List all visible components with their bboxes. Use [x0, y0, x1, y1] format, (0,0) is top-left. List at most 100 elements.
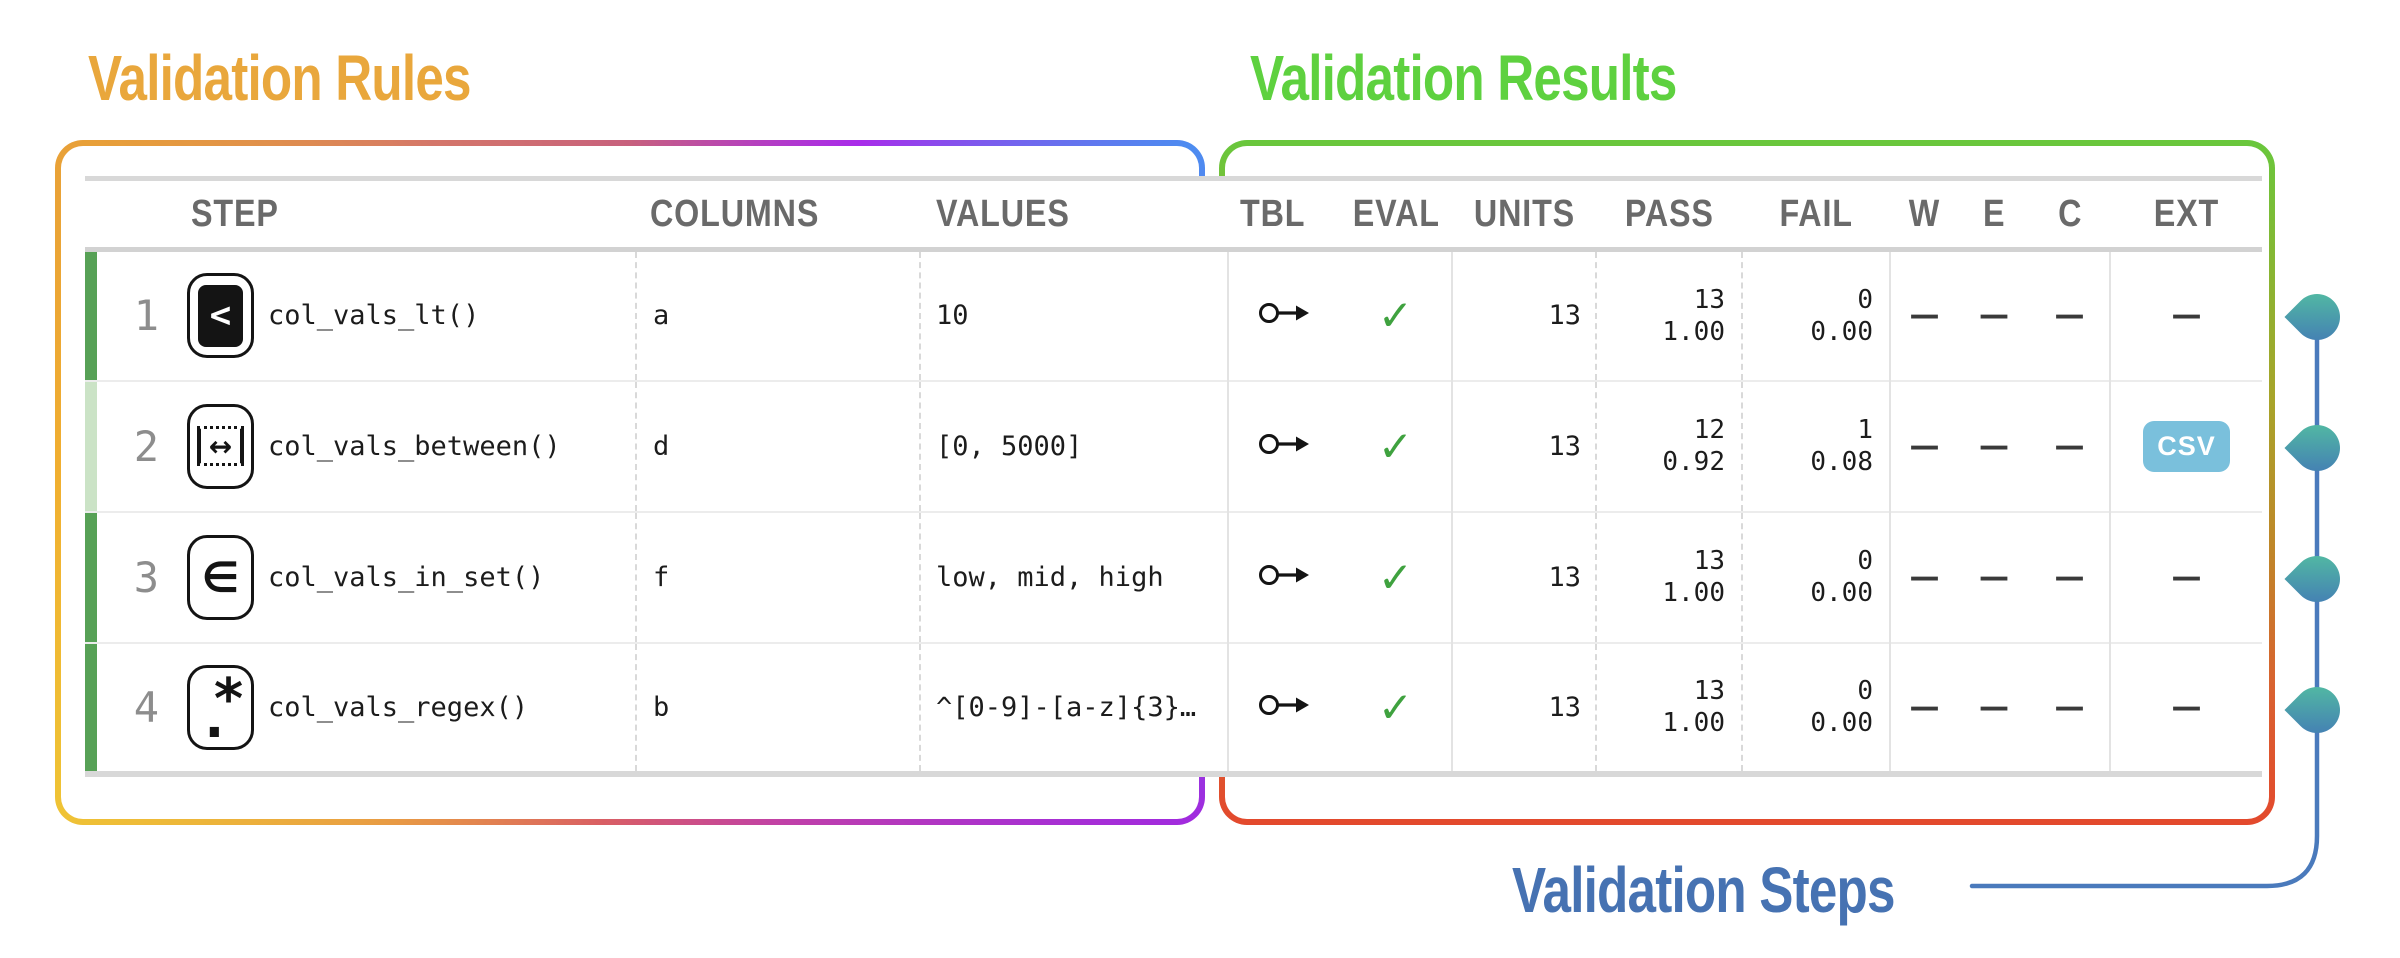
csv-download-badge[interactable]: CSV: [2143, 420, 2230, 472]
fail-fraction: 0.00: [1810, 578, 1873, 608]
step-cell: 4 * . col_vals_regex(): [85, 641, 636, 774]
pass-fraction-bar: [85, 643, 97, 771]
col-header-e: E: [1958, 178, 2030, 252]
tbl-cell: [1227, 249, 1340, 381]
col-header-columns: COLUMNS: [636, 178, 920, 252]
between-icon: ↔: [187, 403, 254, 489]
fail-fraction: 0.08: [1810, 447, 1873, 477]
step-cell: 3 ∈ col_vals_in_set(): [85, 510, 636, 643]
dash-glyph: —: [1909, 428, 1940, 464]
extract-cell: —: [2109, 510, 2262, 643]
eval-cell: ✓: [1340, 510, 1452, 643]
units-cell: 13: [1451, 379, 1596, 512]
fail-fraction: 0.00: [1810, 316, 1873, 347]
warn-cell: —: [1889, 379, 1958, 512]
check-icon: ✓: [1377, 421, 1414, 471]
header-row: STEP COLUMNS VALUES TBL EVAL UNITS PASS …: [85, 178, 2262, 252]
columns-cell: d: [635, 379, 920, 512]
step-number: 1: [133, 291, 159, 341]
values-cell: ^[0-9]-[a-z]{3}…: [919, 641, 1228, 774]
validation-table: STEP COLUMNS VALUES TBL EVAL UNITS PASS …: [85, 176, 2262, 777]
pass-cell: 13 1.00: [1595, 641, 1742, 774]
check-icon: ✓: [1377, 291, 1414, 341]
values-cell: [0, 5000]: [919, 379, 1228, 512]
step-marker: [2284, 677, 2350, 743]
error-cell: —: [1958, 641, 2030, 774]
tbl-cell: [1227, 510, 1340, 643]
dash-glyph: —: [2054, 428, 2085, 464]
units-cell: 13: [1451, 641, 1596, 774]
values-cell: low, mid, high: [919, 510, 1228, 643]
in-set-icon: ∈: [187, 534, 254, 620]
regex-icon: * .: [187, 664, 254, 751]
steps-heading: Validation Steps: [1512, 854, 1895, 926]
step-marker: [2284, 415, 2350, 481]
values-cell: 10: [919, 249, 1228, 381]
results-heading: Validation Results: [1250, 42, 1677, 114]
col-header-tbl: TBL: [1228, 178, 1340, 252]
pass-fraction: 1.00: [1662, 316, 1725, 347]
fail-cell: 0 0.00: [1741, 641, 1890, 774]
col-header-step: STEP: [85, 178, 636, 252]
pass-fraction-bar: [85, 252, 97, 380]
critical-cell: —: [2030, 510, 2110, 643]
fail-count: 0: [1857, 676, 1873, 706]
dash-glyph: —: [1979, 559, 2009, 595]
extract-cell: —: [2109, 641, 2262, 774]
pass-fraction-bar: [85, 512, 97, 642]
rules-heading: Validation Rules: [88, 42, 471, 114]
table-arrow-icon: [1258, 694, 1309, 715]
units-cell: 13: [1451, 510, 1596, 643]
pass-cell: 13 1.00: [1595, 510, 1742, 643]
col-header-ext: EXT: [2110, 178, 2262, 252]
pass-fraction: 1.00: [1662, 708, 1725, 738]
dash-glyph: —: [2171, 298, 2202, 334]
less-than-icon: <: [187, 273, 254, 359]
dash-glyph: —: [1909, 298, 1940, 334]
col-header-eval: EVAL: [1340, 178, 1452, 252]
columns-cell: b: [635, 641, 920, 774]
error-cell: —: [1958, 379, 2030, 512]
pass-fraction-bar: [85, 381, 97, 511]
col-header-c: C: [2030, 178, 2110, 252]
table-arrow-icon: [1258, 564, 1309, 585]
error-cell: —: [1958, 510, 2030, 643]
pass-fraction: 0.92: [1662, 447, 1725, 477]
col-header-pass: PASS: [1596, 178, 1742, 252]
error-cell: —: [1958, 249, 2030, 381]
columns-cell: a: [635, 249, 920, 381]
pass-count: 13: [1693, 676, 1725, 706]
col-header-fail: FAIL: [1742, 178, 1890, 252]
fail-count: 0: [1857, 546, 1873, 576]
dash-glyph: —: [2054, 559, 2085, 595]
pass-fraction: 1.00: [1662, 578, 1725, 608]
step-function-name: col_vals_between(): [268, 430, 561, 462]
fail-fraction: 0.00: [1810, 708, 1873, 738]
pass-cell: 12 0.92: [1595, 379, 1742, 512]
step-marker: [2284, 546, 2350, 612]
col-header-values: VALUES: [920, 178, 1228, 252]
fail-count: 1: [1857, 415, 1873, 445]
step-cell: 1 < col_vals_lt(): [85, 249, 636, 381]
tbl-cell: [1227, 379, 1340, 512]
critical-cell: —: [2030, 249, 2110, 381]
table-row: 1 < col_vals_lt() a 10 ✓ 13 13 1.00 0: [85, 249, 2262, 381]
pass-cell: 13 1.00: [1595, 249, 1742, 381]
pass-count: 13: [1693, 546, 1725, 576]
dash-glyph: —: [1909, 689, 1940, 725]
step-number: 2: [133, 421, 159, 471]
fail-cell: 1 0.08: [1741, 379, 1890, 512]
fail-cell: 0 0.00: [1741, 249, 1890, 381]
pass-count: 13: [1693, 284, 1725, 315]
fail-cell: 0 0.00: [1741, 510, 1890, 643]
table-arrow-icon: [1258, 303, 1309, 324]
warn-cell: —: [1889, 249, 1958, 381]
warn-cell: —: [1889, 641, 1958, 774]
dash-glyph: —: [1979, 428, 2009, 464]
critical-cell: —: [2030, 641, 2110, 774]
dash-glyph: —: [2171, 559, 2202, 595]
col-header-w: W: [1890, 178, 1958, 252]
fail-count: 0: [1857, 284, 1873, 315]
dash-glyph: —: [2171, 689, 2202, 725]
